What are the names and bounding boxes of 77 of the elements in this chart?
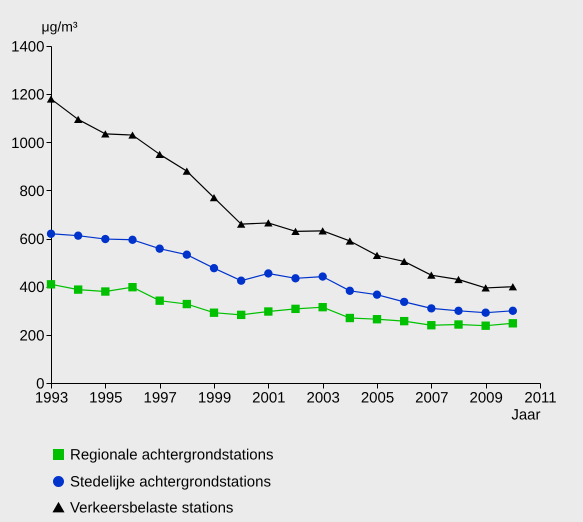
point	[400, 316, 408, 326]
x-tick-label: 1995	[89, 390, 123, 406]
x-tick-label: 1993	[34, 390, 68, 406]
point	[155, 244, 164, 253]
x-tick-label: 2007	[415, 390, 449, 406]
point	[46, 230, 56, 238]
point	[236, 310, 246, 320]
y-axis-title: μg/m³	[42, 18, 78, 34]
x-axis-title: Jaar	[511, 406, 540, 424]
point	[454, 320, 463, 329]
point	[101, 287, 110, 296]
x-tick-label: 1999	[198, 390, 232, 406]
x-tick-label: 2011	[524, 390, 557, 406]
point	[372, 252, 382, 260]
point	[101, 234, 110, 244]
legend-label: Verkeersbelaste stations	[70, 500, 234, 516]
point	[182, 250, 192, 259]
point	[74, 116, 82, 124]
point	[372, 290, 382, 299]
point	[264, 219, 273, 227]
point	[210, 264, 218, 272]
point	[400, 298, 408, 306]
y-tick-label: 0	[36, 376, 44, 392]
point	[508, 283, 518, 290]
point	[210, 308, 218, 317]
point	[74, 232, 82, 240]
point	[236, 220, 246, 228]
point	[291, 304, 300, 314]
point	[508, 306, 518, 315]
point	[182, 300, 192, 308]
x-tick-label: 2009	[469, 390, 503, 406]
point	[291, 228, 300, 235]
x-tick-label: 2003	[306, 390, 340, 406]
x-tick-label: 2005	[360, 390, 394, 406]
legend-label: Regionale achtergrondstations	[70, 446, 274, 464]
x-tick-label: 1997	[143, 390, 177, 406]
point	[264, 269, 273, 278]
y-tick-label: 200	[19, 327, 44, 344]
y-tick-label: 600	[19, 231, 44, 248]
point	[155, 150, 164, 158]
point	[291, 274, 300, 282]
y-tick-label: 1000	[11, 134, 44, 152]
point	[155, 296, 164, 305]
x-tick-label: 2001	[252, 390, 286, 406]
point	[427, 321, 436, 330]
point	[236, 276, 246, 285]
point	[481, 308, 490, 317]
point	[427, 272, 436, 279]
point	[101, 130, 110, 138]
legend-label: Stedelijke achtergrondstations	[70, 474, 271, 490]
point	[318, 272, 327, 281]
point	[346, 286, 354, 295]
y-tick-label: 800	[19, 182, 44, 200]
point	[128, 236, 137, 244]
point	[427, 304, 436, 313]
point	[346, 237, 354, 245]
point	[400, 258, 408, 266]
point	[372, 315, 382, 324]
point	[46, 280, 56, 288]
point	[264, 307, 273, 316]
point	[454, 306, 463, 315]
point	[210, 194, 218, 202]
point	[454, 276, 463, 284]
point	[346, 314, 354, 322]
point	[128, 283, 137, 292]
point	[128, 131, 137, 139]
point	[481, 284, 490, 292]
point	[318, 302, 327, 312]
y-tick-label: 1400	[11, 38, 44, 56]
y-tick-label: 400	[19, 279, 44, 296]
point	[481, 322, 490, 330]
point	[182, 168, 192, 175]
point	[74, 285, 82, 294]
y-tick-label: 1200	[11, 86, 44, 104]
point	[318, 227, 327, 234]
point	[508, 319, 518, 328]
point	[46, 95, 56, 103]
